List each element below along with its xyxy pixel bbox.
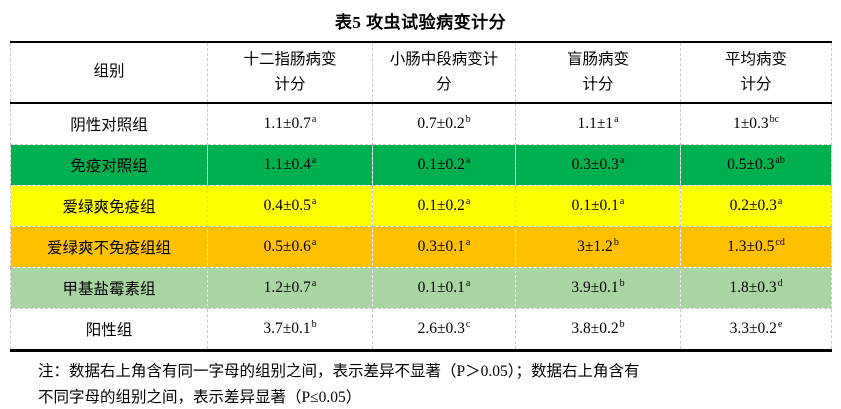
significance-letter: a <box>777 195 783 207</box>
column-header-1: 十二指肠病变 计分 <box>207 41 373 104</box>
score-value: 0.7±0.2 <box>417 115 465 132</box>
score-cell: 0.3±0.3a <box>515 144 681 186</box>
score-value: 3.3±0.2 <box>729 320 777 337</box>
table-note: 注：数据右上角含有同一字母的组别之间，表示差异不显著（P＞0.05）；数据右上角… <box>38 359 810 409</box>
table-row: 爱绿爽免疫组 0.4±0.5a 0.1±0.2a 0.1±0.1a 0.2±0.3a <box>10 185 832 227</box>
score-value: 1±0.3 <box>732 115 769 132</box>
score-cell: 3.7±0.1b <box>207 308 373 351</box>
score-cell: 3.8±0.2b <box>515 308 681 351</box>
column-header-4: 平均病变 计分 <box>680 41 832 104</box>
table-row: 阴性对照组 1.1±0.7a 0.7±0.2b 1.1±1a 1±0.3bc <box>10 102 832 145</box>
score-cell: 3.9±0.1b <box>515 267 681 309</box>
significance-letter: a <box>465 195 471 207</box>
significance-letter: a <box>311 113 317 125</box>
score-cell: 1.1±0.7a <box>207 102 373 145</box>
group-name-cell: 甲基盐霉素组 <box>10 267 208 309</box>
significance-letter: b <box>619 318 625 330</box>
score-value: 1.1±0.4 <box>263 156 311 173</box>
score-cell: 1±0.3bc <box>680 102 832 145</box>
score-cell: 3.3±0.2e <box>680 308 832 351</box>
score-cell: 0.3±0.1a <box>372 226 516 268</box>
significance-letter: b <box>311 318 317 330</box>
score-cell: 1.3±0.5cd <box>680 226 832 268</box>
score-cell: 0.1±0.1a <box>372 267 516 309</box>
significance-letter: c <box>465 318 471 330</box>
significance-letter: d <box>777 277 783 289</box>
score-cell: 1.1±0.4a <box>207 144 373 186</box>
score-cell: 1.1±1a <box>515 102 681 145</box>
column-header-2: 小肠中段病变计分 <box>372 41 516 104</box>
table-title: 表5 攻虫试验病变计分 <box>334 13 507 32</box>
significance-letter: a <box>465 154 471 166</box>
score-value: 0.1±0.1 <box>417 279 465 296</box>
score-cell: 0.7±0.2b <box>372 102 516 145</box>
table-row: 阳性组 3.7±0.1b 2.6±0.3c 3.8±0.2b 3.3±0.2e <box>10 308 832 351</box>
score-cell: 0.1±0.2a <box>372 185 516 227</box>
significance-letter: e <box>777 318 783 330</box>
note-line-1: 注：数据右上角含有同一字母的组别之间，表示差异不显著（P＞0.05）；数据右上角… <box>38 363 640 380</box>
significance-letter: a <box>614 113 619 125</box>
significance-letter: bc <box>769 113 780 125</box>
score-value: 1.2±0.7 <box>263 279 311 296</box>
group-name-cell: 爱绿爽免疫组 <box>10 185 208 227</box>
lesion-score-table: 组别 十二指肠病变 计分 小肠中段病变计分盲肠病变 计分 平均病变 计分 阴性对照组 1.1±… <box>10 41 832 352</box>
column-header-0: 组别 <box>10 41 208 104</box>
significance-letter: a <box>619 195 625 207</box>
score-cell: 1.8±0.3d <box>680 267 832 309</box>
score-cell: 0.1±0.1a <box>515 185 681 227</box>
table-row: 爱绿爽不免疫组组 0.5±0.6a 0.3±0.1a 3±1.2b 1.3±0.5cd <box>10 226 832 268</box>
significance-letter: b <box>619 277 625 289</box>
score-value: 3.8±0.2 <box>571 320 619 337</box>
score-value: 3.7±0.1 <box>263 320 311 337</box>
score-value: 0.1±0.2 <box>417 156 465 173</box>
group-name-cell: 爱绿爽不免疫组组 <box>10 226 208 268</box>
significance-letter: a <box>619 154 625 166</box>
score-value: 3.9±0.1 <box>571 279 619 296</box>
table-row: 甲基盐霉素组 1.2±0.7a 0.1±0.1a 3.9±0.1b 1.8±0.3d <box>10 267 832 309</box>
note-line-2: 不同字母的组别之间，表示差异显著（P≤0.05） <box>38 389 362 406</box>
score-cell: 2.6±0.3c <box>372 308 516 351</box>
score-cell: 3±1.2b <box>515 226 681 268</box>
score-value: 0.2±0.3 <box>729 197 777 214</box>
significance-letter: a <box>311 195 317 207</box>
significance-letter: ab <box>775 154 785 166</box>
significance-letter: a <box>311 277 317 289</box>
score-value: 1.8±0.3 <box>729 279 777 296</box>
score-value: 1.1±0.7 <box>263 115 311 132</box>
score-value: 0.5±0.6 <box>263 238 311 255</box>
score-value: 0.1±0.1 <box>571 197 619 214</box>
score-value: 0.3±0.3 <box>571 156 619 173</box>
score-cell: 0.1±0.2a <box>372 144 516 186</box>
score-value: 0.5±0.3 <box>727 156 775 173</box>
significance-letter: cd <box>775 236 785 248</box>
score-cell: 0.4±0.5a <box>207 185 373 227</box>
score-value: 1.1±1 <box>577 115 614 132</box>
score-cell: 1.2±0.7a <box>207 267 373 309</box>
significance-letter: a <box>311 236 317 248</box>
score-value: 3±1.2 <box>577 238 613 255</box>
significance-letter: a <box>311 154 317 166</box>
score-value: 0.1±0.2 <box>417 197 465 214</box>
score-value: 1.3±0.5 <box>727 238 775 255</box>
significance-letter: b <box>465 113 471 125</box>
group-name-cell: 阴性对照组 <box>10 102 208 145</box>
table-header: 组别 十二指肠病变 计分 小肠中段病变计分盲肠病变 计分 平均病变 计分 <box>10 41 832 104</box>
significance-letter: a <box>465 277 471 289</box>
score-value: 0.4±0.5 <box>263 197 311 214</box>
column-header-3: 盲肠病变 计分 <box>515 41 681 104</box>
score-cell: 0.2±0.3a <box>680 185 832 227</box>
score-value: 2.6±0.3 <box>417 320 465 337</box>
score-cell: 0.5±0.6a <box>207 226 373 268</box>
score-value: 0.3±0.1 <box>417 238 465 255</box>
significance-letter: b <box>613 236 619 248</box>
group-name-cell: 阳性组 <box>10 308 208 351</box>
table-row: 免疫对照组 1.1±0.4a 0.1±0.2a 0.3±0.3a 0.5±0.3ab <box>10 144 832 186</box>
score-cell: 0.5±0.3ab <box>680 144 832 186</box>
significance-letter: a <box>465 236 471 248</box>
group-name-cell: 免疫对照组 <box>10 144 208 186</box>
header-row: 组别 十二指肠病变 计分 小肠中段病变计分盲肠病变 计分 平均病变 计分 <box>10 41 832 104</box>
